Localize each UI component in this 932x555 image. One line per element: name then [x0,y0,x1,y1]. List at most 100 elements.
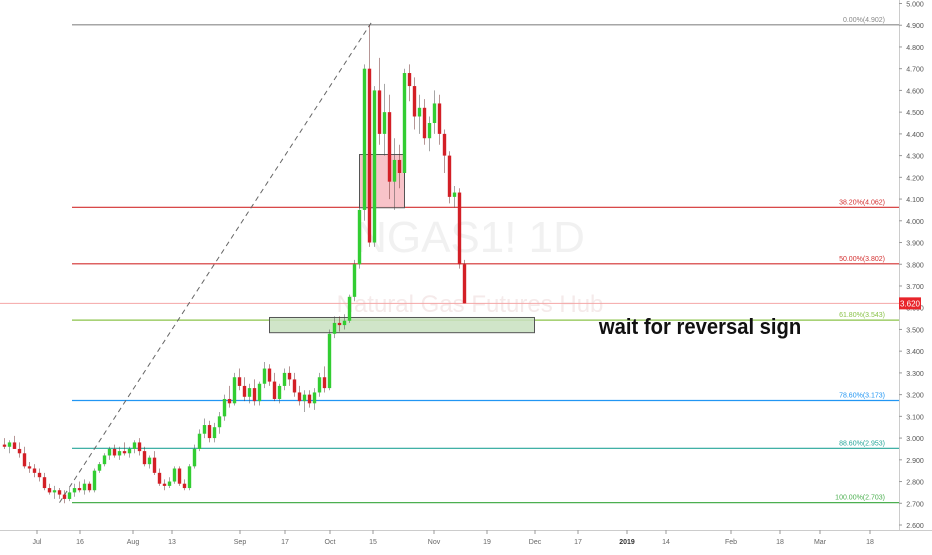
candle-body [302,394,307,402]
candle-body [352,264,357,297]
candle-body [367,68,372,243]
candle-body [372,90,377,243]
candle-body [292,379,297,393]
candle-75 [377,57,382,145]
candle-72 [362,64,367,221]
candle-82 [412,77,417,130]
y-tick-label-8: 4.200 [906,175,924,182]
candle-body [12,442,17,449]
candle-37 [187,464,192,491]
y-tick-label-10: 4.000 [906,219,924,226]
candle-body [162,483,167,486]
candle-body [412,86,417,117]
candle-body [47,488,52,493]
fib-label-6: 100.00%(2.703) [835,495,885,502]
candle-body [22,453,27,467]
candle-body [167,481,172,486]
candle-53 [267,364,272,386]
price-tag-label: 3.620 [900,299,921,308]
candle-body [442,133,447,156]
y-tick-label-22: 2.800 [906,480,924,487]
x-tick-label-6: Oct [325,539,336,546]
candle-body [267,368,272,382]
candle-body [67,492,72,499]
y-tick-label-18: 3.200 [906,393,924,400]
candle-body [137,442,142,452]
candle-body [32,468,37,473]
y-tick-label-5: 4.500 [906,110,924,117]
candle-57 [287,366,292,386]
candle-5 [27,461,32,473]
candle-79 [397,144,402,189]
candle-body [197,433,202,449]
candle-body [62,494,67,499]
candle-20 [102,453,107,467]
x-tick-label-10: Dec [529,539,542,546]
candle-3 [17,442,22,458]
candle-body [152,457,157,473]
candle-68 [342,314,347,330]
candle-2 [12,435,17,449]
candle-4 [22,446,27,469]
candle-43 [217,412,222,434]
candle-39 [197,429,202,452]
candle-body [217,416,222,428]
trend-line [59,20,373,503]
candle-81 [407,64,412,102]
candle-body [362,68,367,210]
y-axis[interactable]: 5.000 4.900 4.800 4.700 4.600 4.500 4.400 4.300… [899,0,924,530]
name-watermark: Natural Gas Futures Hub [337,291,604,318]
candle-body [347,296,352,321]
candle-body [457,192,462,265]
candle-body [312,392,317,404]
y-tick-label-1: 4.900 [906,23,924,30]
candle-body [332,322,337,334]
candle-body [97,464,102,471]
x-tick-label-15: 18 [776,539,784,546]
candle-body [177,468,182,484]
candle-body [262,368,267,384]
candle-11 [57,488,62,499]
candle-body [327,333,332,389]
candle-body [212,427,217,439]
candle-body [297,392,302,402]
candle-body [392,159,397,182]
annotation-text: wait for reversal sign [598,315,801,339]
candle-body [307,394,312,404]
candle-body [322,377,327,389]
x-axis[interactable]: Jul 16 Aug 13 Sep 17 Oct 15 Nov 19 Dec 17 2019 14 Feb 1… [0,530,932,546]
candle-87 [437,94,442,145]
candle-body [112,448,117,456]
candle-body [242,385,247,397]
candle-66 [332,316,337,339]
fib-label-4: 78.60%(3.173) [839,392,885,399]
candle-28 [142,446,147,467]
candle-46 [232,372,237,406]
candle-67 [337,316,342,332]
candle-15 [77,481,82,493]
candle-54 [272,372,277,402]
candle-body [102,455,107,465]
y-tick-label-6: 4.400 [906,132,924,139]
x-tick-label-17: 18 [866,539,874,546]
candle-body [92,470,97,491]
y-tick-label-15: 3.500 [906,327,924,334]
x-tick-label-13: 14 [662,539,670,546]
candle-0 [2,438,7,449]
y-tick-label-7: 4.300 [906,154,924,161]
fib-label-2: 50.00%(3.802) [839,256,885,263]
candle-body [207,425,212,439]
y-tick-label-9: 4.100 [906,197,924,204]
candle-41 [207,420,212,443]
candle-61 [307,390,312,408]
candle-body [187,466,192,489]
x-tick-label-8: Nov [428,539,441,546]
fib-label-0: 0.00%(4.902) [843,17,885,24]
candle-42 [212,422,217,443]
candles-layer [2,25,467,504]
y-tick-label-12: 3.800 [906,262,924,269]
candle-74 [372,86,377,247]
candle-body [407,73,412,87]
candle-35 [177,466,182,486]
